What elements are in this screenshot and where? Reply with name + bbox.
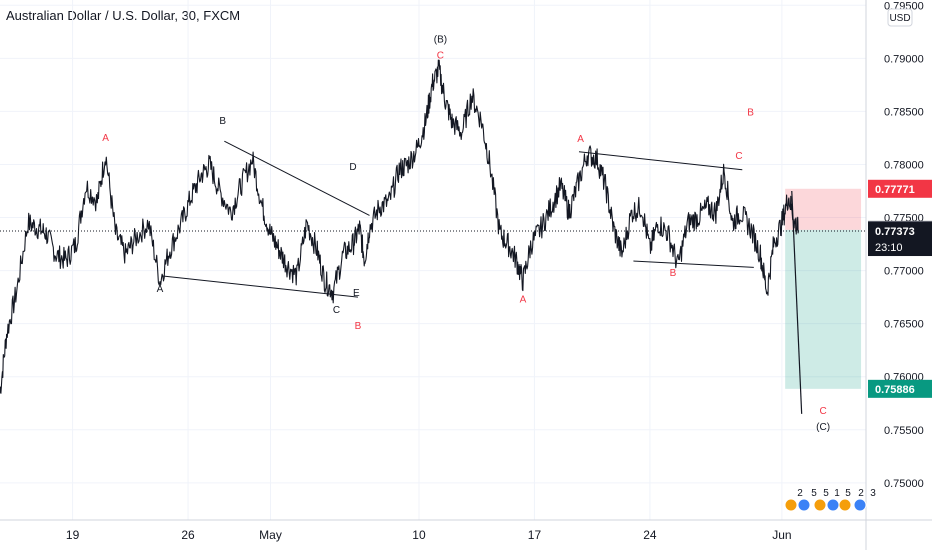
wave-label: (C) <box>816 422 830 433</box>
wave-label: E <box>353 288 360 299</box>
wave-label: D <box>349 162 356 173</box>
currency-label: USD <box>889 13 910 24</box>
trendline <box>578 151 743 171</box>
event-count: 2 <box>797 488 803 499</box>
y-tick-label: 0.77000 <box>884 266 924 278</box>
y-tick-label: 0.75000 <box>884 478 924 490</box>
price-label: 0.75886 <box>875 384 915 396</box>
price-label-badge <box>868 179 932 198</box>
event-count: 1 <box>834 488 840 499</box>
trendline <box>633 260 754 268</box>
economic-event-icon <box>784 498 798 512</box>
wave-label: A <box>520 294 527 305</box>
event-count: 2 <box>858 488 864 499</box>
economic-event-icon <box>813 498 827 512</box>
wave-label: C <box>437 50 444 61</box>
event-count: 5 <box>823 488 829 499</box>
projection-line <box>791 190 803 414</box>
wave-label: A <box>577 134 584 145</box>
take-profit-zone <box>785 229 862 389</box>
event-count: 3 <box>870 488 876 499</box>
wave-label: C <box>333 305 340 316</box>
trendline <box>161 275 359 298</box>
economic-event-icon <box>838 498 852 512</box>
economic-event-icon <box>797 498 811 512</box>
y-tick-label: 0.79000 <box>884 53 924 65</box>
wave-label: C <box>735 151 742 162</box>
wave-label: B <box>355 321 362 332</box>
price-series <box>0 59 799 394</box>
x-tick-label: 26 <box>181 528 195 542</box>
price-label-badge <box>868 222 932 257</box>
x-tick-label: 24 <box>643 528 657 542</box>
price-label: 0.77373 <box>875 226 915 238</box>
x-tick-label: May <box>259 528 282 542</box>
x-tick-label: 10 <box>412 528 426 542</box>
wave-label: B <box>219 116 226 127</box>
economic-event-icon <box>826 498 840 512</box>
x-tick-label: 19 <box>66 528 80 542</box>
event-count: 5 <box>811 488 817 499</box>
countdown-label: 23:10 <box>875 242 903 254</box>
currency-badge <box>887 8 913 27</box>
chart-title: Australian Dollar / U.S. Dollar, 30, FXC… <box>6 8 241 23</box>
wave-label: B <box>670 268 677 279</box>
price-label: 0.77771 <box>875 184 915 196</box>
x-tick-label: 17 <box>528 528 542 542</box>
wave-label: B <box>747 108 754 119</box>
event-count: 5 <box>845 488 851 499</box>
y-tick-label: 0.78000 <box>884 159 924 171</box>
y-tick-label: 0.75500 <box>884 425 924 437</box>
wave-label: C <box>819 406 826 417</box>
wave-label: A <box>102 133 109 144</box>
wave-label: (B) <box>434 34 447 45</box>
wave-label: A <box>157 284 164 295</box>
economic-event-icon <box>853 498 867 512</box>
x-tick-label: Jun <box>772 528 791 542</box>
y-tick-label: 0.76500 <box>884 319 924 331</box>
y-tick-label: 0.78500 <box>884 106 924 118</box>
price-label-badge <box>868 379 932 398</box>
trendline <box>224 140 370 216</box>
